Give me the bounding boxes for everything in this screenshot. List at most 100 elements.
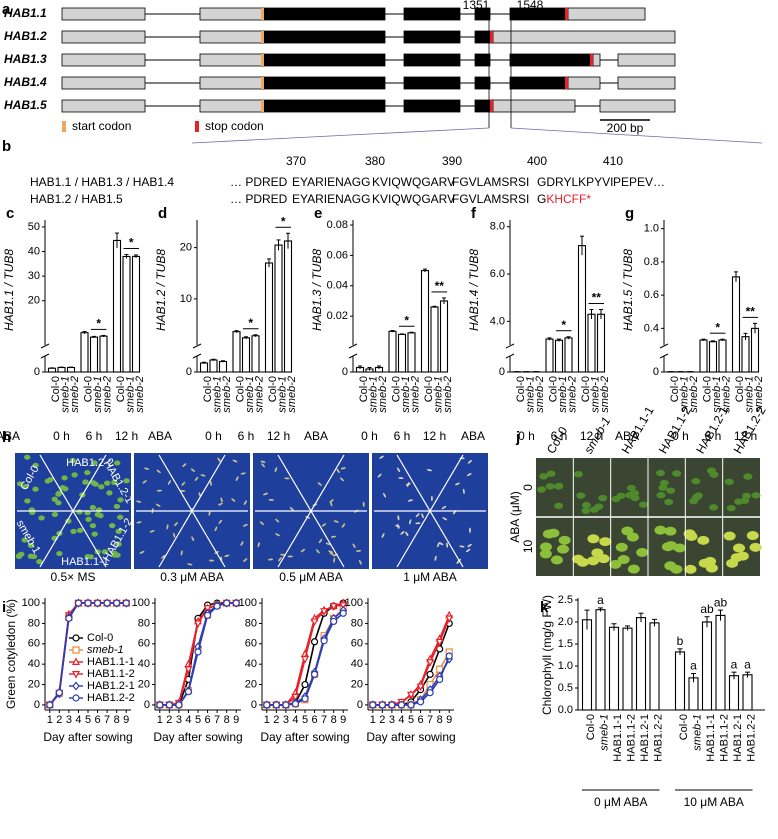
- significance-letter: a: [731, 657, 738, 671]
- utr-exon: [567, 76, 601, 90]
- y-tick-label: 0.06: [327, 249, 348, 261]
- seedling: [284, 477, 290, 480]
- seedling: [111, 479, 118, 485]
- bar: [112, 239, 122, 373]
- marker: [445, 615, 454, 623]
- x-tick-label: 2: [166, 714, 172, 726]
- leaf: [688, 497, 698, 505]
- x-tick-label: Col-0: [82, 376, 94, 402]
- seedling: [136, 500, 142, 503]
- sequence: KVIQWQGARV: [372, 175, 455, 189]
- leaf: [598, 494, 608, 502]
- axis-break: [505, 353, 515, 359]
- marker: [84, 599, 92, 607]
- seedling: [55, 491, 62, 497]
- group-label: 0 h: [205, 429, 222, 443]
- y-tick-label: 0: [499, 366, 505, 378]
- y-tick-label: 0.6: [644, 289, 659, 301]
- seedling: [22, 483, 29, 490]
- seedling: [218, 502, 223, 506]
- seedling: [55, 500, 62, 506]
- marker: [291, 700, 300, 708]
- x-tick-label: 7: [104, 714, 110, 726]
- seedling: [44, 478, 51, 484]
- seedling: [235, 476, 239, 481]
- y-axis-label: HAB1.5 / TUB8: [621, 249, 635, 331]
- group-title: ABA: [148, 429, 172, 443]
- seedling: [446, 542, 449, 548]
- x-tick-label: 6: [417, 714, 423, 726]
- x-tick-label: 4: [75, 714, 81, 726]
- group-label: 6 h: [238, 429, 255, 443]
- y-tick-label: 0.02: [327, 310, 348, 322]
- x-tick-label: smeb-2: [101, 376, 113, 413]
- marker: [426, 670, 434, 678]
- dose-label: 0: [521, 484, 535, 491]
- seedling: [441, 505, 447, 510]
- seedling: [278, 557, 282, 562]
- group-label: 6 h: [394, 429, 411, 443]
- significance-letter: a: [597, 593, 604, 607]
- x-tick-label: 3: [283, 714, 289, 726]
- leaf: [550, 555, 563, 565]
- seedling: [329, 501, 333, 507]
- coding-exon: [509, 53, 594, 67]
- significance-letter: a: [690, 659, 697, 673]
- divider: [39, 454, 107, 568]
- axis-break: [192, 353, 202, 359]
- seedling: [24, 498, 31, 504]
- significance-label: **: [435, 279, 445, 293]
- bar: [688, 677, 699, 711]
- bar: [596, 313, 606, 373]
- seedling: [115, 541, 122, 547]
- utr-exon: [199, 7, 263, 21]
- seedling: [275, 533, 280, 537]
- utr-exon: [492, 30, 676, 44]
- seedling: [358, 559, 362, 565]
- marker: [445, 652, 453, 660]
- legend-swatch: [195, 121, 199, 132]
- coding-exon: [474, 7, 491, 21]
- bar: [608, 626, 620, 711]
- y-tick-label: 80: [245, 617, 257, 629]
- seedling: [242, 523, 248, 527]
- marker: [310, 618, 319, 627]
- y-tick-label: 100: [239, 597, 257, 609]
- seedling: [156, 469, 161, 474]
- marker: [388, 701, 396, 709]
- y-tick-label: 20: [138, 678, 150, 690]
- leaf: [749, 542, 762, 552]
- group-label: 12 h: [115, 429, 138, 443]
- seedling: [190, 468, 196, 472]
- leaf: [736, 551, 749, 561]
- leaf: [539, 542, 552, 552]
- residue: G: [537, 192, 546, 206]
- panel-letter: d: [158, 205, 167, 222]
- seedling: [27, 542, 35, 549]
- x-tick-label: smeb-1: [432, 376, 444, 413]
- marker: [426, 659, 435, 667]
- stop-codon: [565, 77, 568, 89]
- marker: [213, 602, 221, 610]
- start-codon: [261, 100, 264, 112]
- seedling: [90, 480, 97, 486]
- axis-break: [505, 343, 515, 349]
- seedling: [341, 523, 346, 528]
- x-tick-label: Col-0: [358, 376, 370, 402]
- x-tick-label: Col-0: [234, 376, 246, 402]
- leaf: [746, 531, 759, 541]
- sequence: GKHCFF*: [537, 192, 591, 206]
- seedling: [106, 490, 113, 496]
- significance-label: *: [281, 214, 286, 228]
- seedling: [352, 543, 356, 549]
- x-tick-label: Col-0: [267, 376, 279, 402]
- group-title: ABA: [461, 429, 485, 443]
- seedling: [330, 535, 337, 538]
- divider: [277, 454, 345, 568]
- y-tick-label: 0: [357, 699, 363, 711]
- coding-exon: [261, 53, 386, 67]
- marker: [407, 691, 415, 700]
- legend-label: HAB1.1-1: [87, 656, 135, 668]
- panel-letter: h: [2, 429, 11, 446]
